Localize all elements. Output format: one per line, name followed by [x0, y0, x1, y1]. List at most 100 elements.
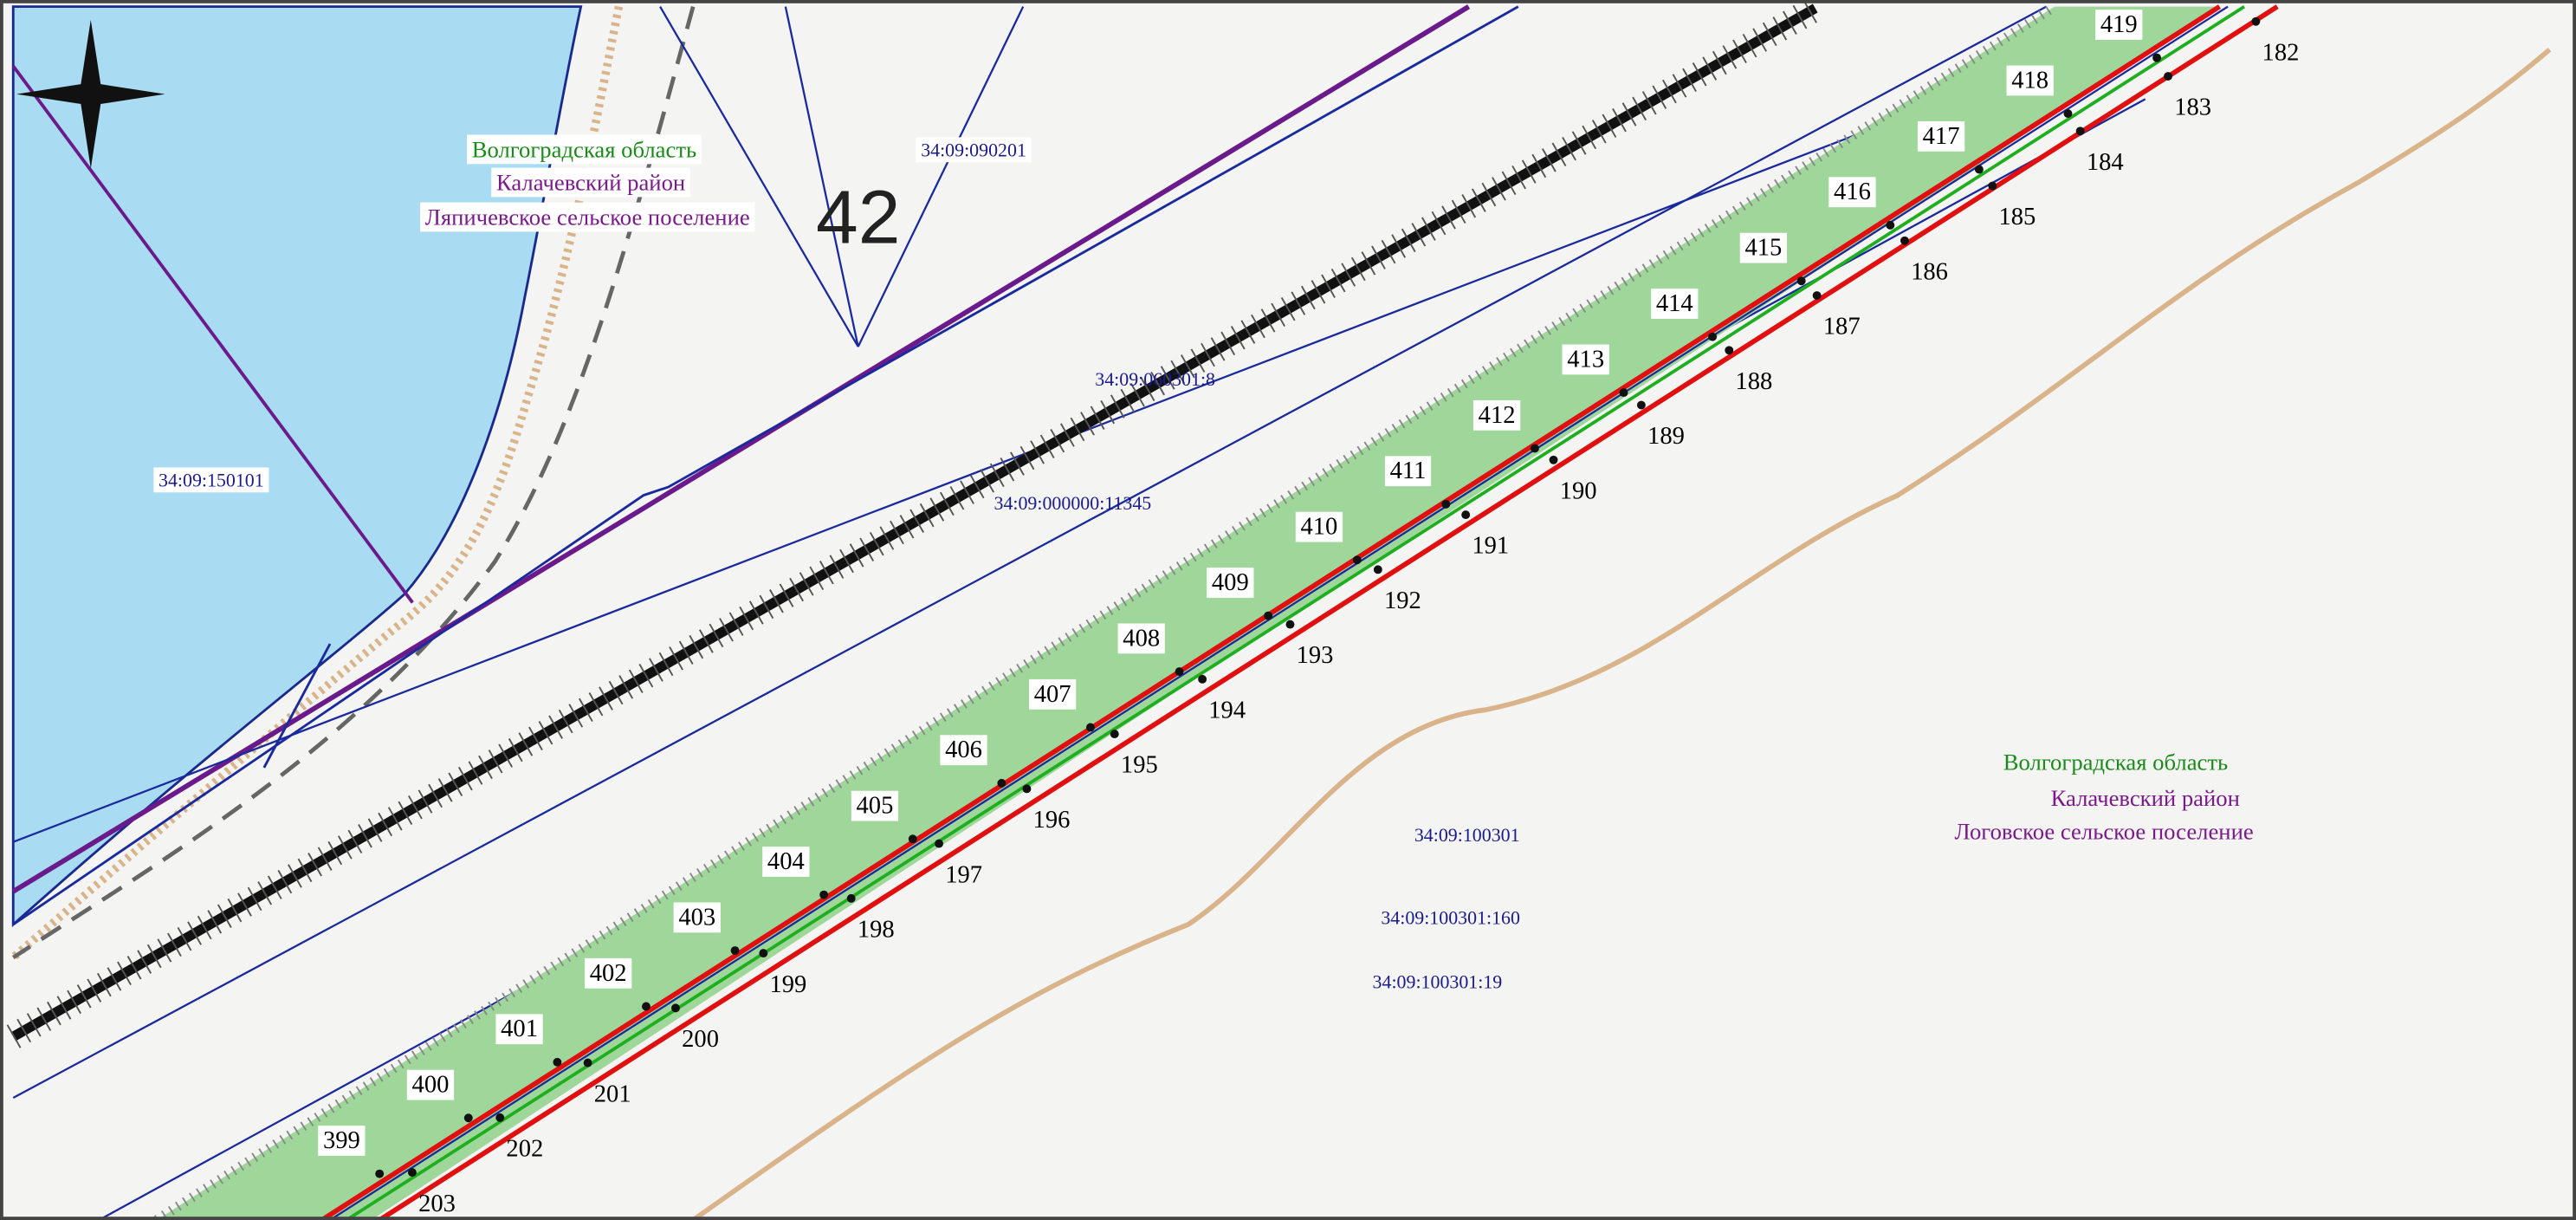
point-marker: [2164, 72, 2172, 81]
point-marker: [407, 1168, 417, 1178]
region-label-box: [466, 134, 702, 165]
point-label: 399: [323, 1127, 360, 1154]
point-label-box: [1384, 456, 1432, 487]
point-label: 415: [1744, 235, 1782, 262]
point-marker: [1198, 674, 1207, 684]
contour: [691, 47, 2552, 1220]
point-label-box: [2095, 10, 2143, 40]
point-marker: [1110, 730, 1119, 739]
point-marker: [1085, 723, 1095, 732]
point-label-box: [585, 957, 632, 989]
point-label: 189: [1647, 423, 1685, 450]
point-label: 417: [1923, 123, 1960, 150]
point-label: 200: [682, 1026, 719, 1053]
cadastral-label-box: [153, 467, 269, 493]
sheet-number: 42: [816, 174, 900, 259]
point-label-box: [1295, 511, 1343, 542]
region-label: Ляпичевское сельское поселение: [425, 204, 750, 230]
point-label-box: [1739, 232, 1788, 263]
region-label-box: [420, 202, 755, 232]
point-label: 406: [945, 737, 982, 763]
point-label: 407: [1034, 681, 1071, 708]
point-marker: [2152, 53, 2162, 62]
point-marker: [1708, 332, 1718, 341]
region-label: Логовское сельское поселение: [1955, 818, 2254, 844]
point-marker: [583, 1058, 592, 1068]
point-marker: [1285, 620, 1295, 629]
point-marker: [463, 1113, 473, 1123]
point-label: 187: [1823, 314, 1861, 341]
point-label: 198: [858, 917, 895, 944]
point-marker: [908, 834, 917, 844]
point-marker: [1725, 346, 1734, 355]
point-label: 411: [1390, 458, 1427, 484]
point-marker: [1022, 784, 1032, 794]
point-label-box: [1028, 678, 1077, 710]
point-label: 194: [1208, 697, 1246, 724]
point-label: 409: [1212, 569, 1249, 596]
cadastral-label: 34:09:100301:19: [1373, 971, 1503, 993]
point-marker: [2251, 16, 2261, 26]
point-label: 401: [501, 1016, 538, 1042]
point-label: 182: [2262, 39, 2300, 66]
cadastral-label-box: [916, 137, 1032, 163]
point-marker: [1988, 181, 1997, 191]
point-label-box: [1117, 623, 1165, 654]
compass: [16, 19, 165, 169]
point-marker: [1264, 611, 1273, 620]
point-marker: [1461, 510, 1471, 520]
point-label: 184: [2087, 149, 2124, 176]
point-label: 203: [418, 1191, 456, 1217]
point-label-box: [406, 1069, 455, 1100]
point-marker: [1441, 499, 1451, 509]
green-line: [346, 5, 2246, 1220]
cadastral-label: 34:09:060301:8: [1095, 368, 1215, 390]
point-label: 201: [594, 1080, 631, 1107]
cadastral-label: 34:09:150101: [159, 469, 264, 490]
strip: [156, 6, 2220, 1220]
point-marker: [1175, 667, 1184, 677]
point-label: 190: [1560, 477, 1597, 504]
point-marker: [1636, 400, 1646, 410]
point-label-box: [1562, 344, 1609, 375]
boundary: [11, 65, 414, 604]
point-label: 400: [412, 1072, 450, 1099]
cadastral-label: 34:09:100301: [1414, 824, 1520, 846]
point-label-box: [673, 902, 721, 933]
point-label: 196: [1033, 807, 1071, 834]
point-label-box: [2006, 65, 2054, 96]
point-label: 413: [1567, 346, 1604, 373]
point-marker: [553, 1057, 562, 1067]
point-marker: [1373, 565, 1382, 574]
point-marker: [819, 890, 829, 899]
point-marker: [935, 839, 944, 848]
parcel-line: [12, 5, 1519, 926]
point-label: 414: [1656, 290, 1693, 317]
point-label: 185: [1998, 204, 2036, 230]
cadastral-label: 34:09:100301:160: [1381, 906, 1520, 928]
point-label-box: [1651, 289, 1699, 319]
shore: [10, 5, 624, 961]
point-marker: [1974, 165, 1984, 174]
point-marker: [997, 778, 1006, 788]
point-marker: [759, 949, 768, 958]
point-marker: [1549, 455, 1558, 464]
point-marker: [2075, 127, 2085, 136]
cadastral-label: 34:09:090201: [921, 139, 1026, 160]
point-marker: [1352, 555, 1362, 565]
point-marker: [846, 893, 856, 903]
point-label: 193: [1297, 642, 1334, 669]
point-marker: [2063, 109, 2073, 119]
point-label: 403: [678, 904, 715, 931]
point-label: 195: [1121, 752, 1158, 779]
compass-rose: [16, 19, 165, 169]
point-marker: [1619, 388, 1628, 398]
point-label: 408: [1123, 625, 1160, 652]
point-label-box: [1472, 399, 1521, 431]
point-marker: [642, 1002, 650, 1011]
region-label-box: [491, 167, 690, 198]
point-marker: [495, 1113, 505, 1122]
point-marker: [730, 946, 740, 956]
point-label: 410: [1300, 514, 1337, 541]
